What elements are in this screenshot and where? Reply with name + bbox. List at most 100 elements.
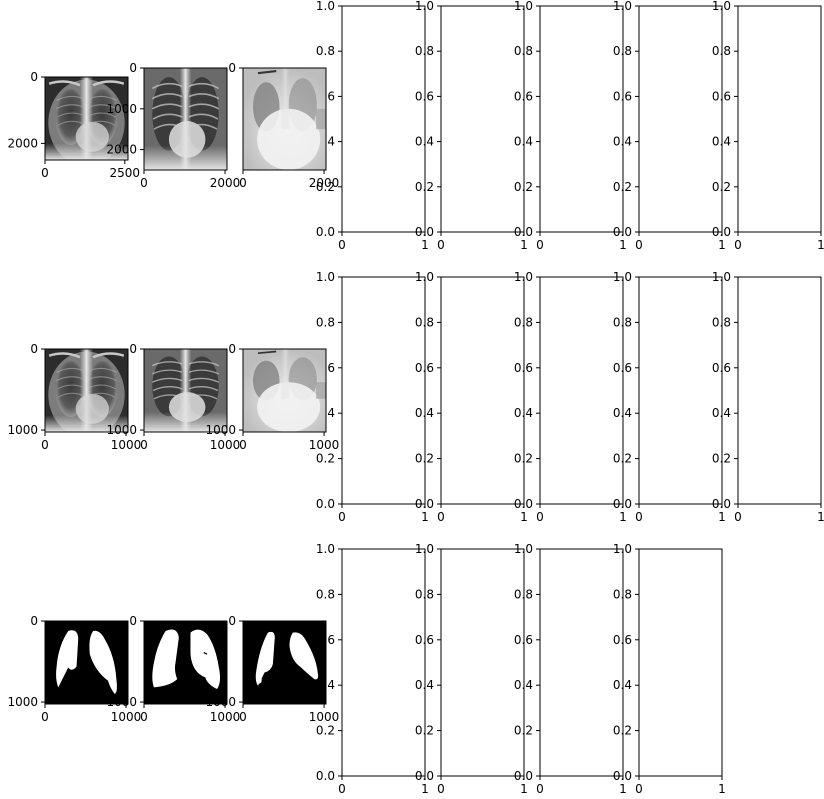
image-axes-ytick-label: 0 [228, 342, 236, 356]
empty-axes-ytick-label: 1.0 [514, 270, 533, 284]
axes-frame [639, 277, 722, 504]
image-axes-ytick-label: 0 [30, 70, 38, 84]
image-axes-ytick-label: 0 [30, 342, 38, 356]
empty-axes-ytick-label: 0.0 [415, 769, 434, 783]
empty-axes-xtick-label: 1 [718, 238, 726, 252]
empty-axes-r1-c6: 0 10.00.20.40.60.81.0 [613, 270, 726, 524]
empty-axes-ytick-label: 1.0 [514, 542, 533, 556]
axes-frame [441, 549, 524, 776]
image-axes-xtick-label: 0 [41, 710, 49, 724]
empty-axes-ytick-label: 0.8 [316, 315, 335, 329]
empty-axes-ytick-label: 0.4 [514, 406, 533, 420]
empty-axes-ytick-label: 0.8 [415, 315, 434, 329]
empty-axes-ytick-label: 0.6 [712, 89, 731, 103]
empty-axes-r2-c5: 0 10.00.20.40.60.81.0 [514, 542, 627, 796]
image-axes-xtick-label: 1000 [210, 710, 241, 724]
lung-mask-image [45, 621, 128, 704]
empty-axes-xtick-label: 1 [520, 782, 528, 796]
empty-axes-r0-c6: 0 10.00.20.40.60.81.0 [613, 0, 726, 252]
panels-layer: 010.00.20.40.60.81.0010.00.20.40.60.81.0… [7, 0, 824, 796]
empty-axes-xtick-label: 0 [338, 238, 346, 252]
empty-axes-ytick-label: 1.0 [613, 0, 632, 13]
image-axes-xtick-label: 0 [41, 438, 49, 452]
empty-axes-ytick-label: 0.6 [415, 633, 434, 647]
empty-axes-ytick-label: 0.8 [514, 44, 533, 58]
empty-axes-ytick-label: 0.0 [316, 497, 335, 511]
resized-chest-x-ray-image [243, 349, 326, 432]
empty-axes-xtick-label: 0 [734, 238, 742, 252]
axes-frame [540, 6, 623, 232]
image-axes-xtick-label: 0 [239, 438, 247, 452]
empty-axes-xtick-label: 0 [437, 782, 445, 796]
image-axes-xtick-label: 0 [41, 166, 49, 180]
empty-axes-ytick-label: 0.0 [514, 225, 533, 239]
axes-frame [441, 6, 524, 232]
empty-axes-xtick-label: 0 [536, 238, 544, 252]
empty-axes-ytick-label: 0.2 [712, 452, 731, 466]
empty-axes-xtick-label: 1 [421, 510, 429, 524]
image-axes-ytick-label: 1000 [106, 102, 137, 116]
resized-chest-x-ray-image [144, 349, 227, 432]
empty-axes-ytick-label: 0.8 [613, 315, 632, 329]
empty-axes-xtick-label: 1 [421, 238, 429, 252]
empty-axes-ytick-label: 0.0 [613, 497, 632, 511]
empty-axes-ytick-label: 0.8 [514, 315, 533, 329]
empty-axes-ytick-label: 1.0 [415, 542, 434, 556]
empty-axes-xtick-label: 1 [718, 782, 726, 796]
empty-axes-ytick-label: 0.4 [415, 406, 434, 420]
empty-axes-r2-c3: 010.00.20.40.60.81.0 [316, 542, 429, 796]
image-axes-ytick-label: 1000 [7, 423, 38, 437]
empty-axes-ytick-label: 0.8 [415, 587, 434, 601]
axes-frame [540, 277, 623, 504]
empty-axes-r1-c5: 0 10.00.20.40.60.81.0 [514, 270, 627, 524]
empty-axes-xtick-label: 0 [437, 510, 445, 524]
empty-axes-ytick-label: 1.0 [712, 0, 731, 13]
empty-axes-xtick-label: 1 [520, 238, 528, 252]
empty-axes-ytick-label: 0.8 [712, 44, 731, 58]
empty-axes-ytick-label: 0.6 [613, 89, 632, 103]
axes-frame [342, 6, 425, 232]
empty-axes-r1-c4: 0 10.00.20.40.60.81.0 [415, 270, 528, 524]
axes-frame [738, 6, 821, 232]
empty-axes-ytick-label: 0.8 [613, 587, 632, 601]
empty-axes-ytick-label: 0.0 [316, 769, 335, 783]
empty-axes-xtick-label: 1 [421, 782, 429, 796]
image-axes-xtick-label: 0 [239, 176, 247, 190]
image-axes-ytick-label: 1000 [106, 695, 137, 709]
image-axes-xtick-label: 2000 [210, 176, 241, 190]
empty-axes-ytick-label: 0.2 [613, 452, 632, 466]
empty-axes-ytick-label: 0.4 [415, 678, 434, 692]
empty-axes-ytick-label: 0.0 [712, 225, 731, 239]
image-axes-ytick-label: 0 [129, 61, 137, 75]
image-axes-xtick-label: 1000 [111, 438, 142, 452]
empty-axes-ytick-label: 0.4 [415, 135, 434, 149]
image-axes-xtick-label: 0 [140, 176, 148, 190]
image-axes-ytick-label: 0 [129, 342, 137, 356]
empty-axes-ytick-label: 0.8 [712, 315, 731, 329]
empty-axes-ytick-label: 0.2 [415, 180, 434, 194]
empty-axes-r0-c3: 010.00.20.40.60.81.0 [316, 0, 429, 252]
image-axes-xtick-label: 0 [239, 710, 247, 724]
empty-axes-ytick-label: 0.0 [712, 497, 731, 511]
image-axes-ytick-label: 1000 [205, 423, 236, 437]
image-axes-ytick-label: 2000 [106, 143, 137, 157]
axes-frame [342, 277, 425, 504]
image-axes-ytick-label: 0 [228, 61, 236, 75]
image-axes-xtick-label: 0 [140, 710, 148, 724]
empty-axes-ytick-label: 0.6 [514, 633, 533, 647]
empty-axes-r1-c3: 010.00.20.40.60.81.0 [316, 270, 429, 524]
empty-axes-ytick-label: 0.2 [316, 724, 335, 738]
empty-axes-ytick-label: 0.0 [514, 769, 533, 783]
empty-axes-ytick-label: 0.8 [415, 44, 434, 58]
empty-axes-ytick-label: 0.6 [514, 361, 533, 375]
empty-axes-xtick-label: 1 [619, 238, 627, 252]
empty-axes-ytick-label: 0.2 [514, 452, 533, 466]
image-axes-xtick-label: 0 [140, 438, 148, 452]
empty-axes-ytick-label: 1.0 [415, 0, 434, 13]
empty-axes-ytick-label: 0.2 [514, 180, 533, 194]
empty-axes-ytick-label: 0.4 [613, 406, 632, 420]
image-axes-ytick-label: 0 [30, 614, 38, 628]
empty-axes-r0-c5: 0 10.00.20.40.60.81.0 [514, 0, 627, 252]
image-axes-r0-c2: 0 20000 [228, 61, 339, 190]
chest-x-ray-image [144, 68, 227, 170]
